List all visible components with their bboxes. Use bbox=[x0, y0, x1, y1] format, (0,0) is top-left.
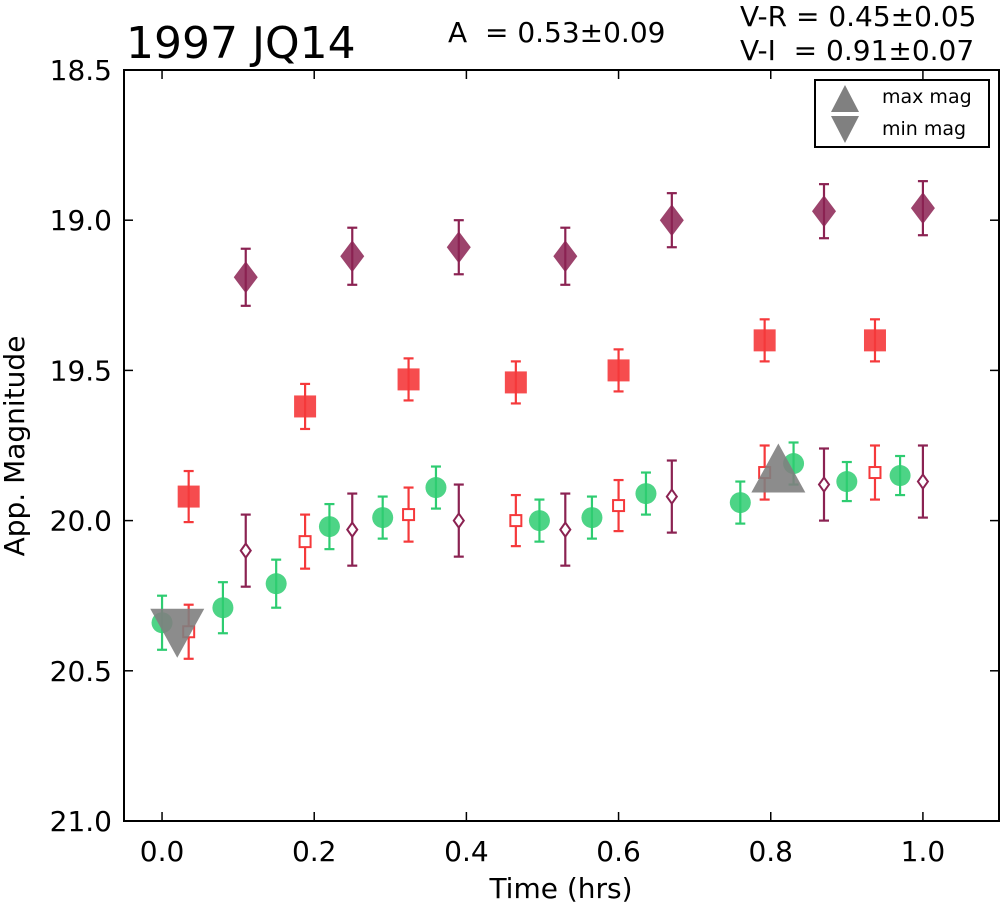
square-filled-point bbox=[504, 371, 527, 394]
diamond-filled-point bbox=[340, 240, 365, 273]
square-filled-point bbox=[177, 485, 200, 508]
data-marks bbox=[150, 180, 935, 660]
diamond-open-point bbox=[559, 520, 572, 539]
circle-filled-point bbox=[635, 483, 657, 505]
circle-filled-point bbox=[425, 477, 447, 499]
square-filled-point bbox=[863, 329, 886, 352]
circle-filled-point bbox=[318, 516, 340, 538]
legend-max-mag-icon bbox=[831, 85, 859, 112]
diamond-filled-point bbox=[812, 195, 836, 228]
color-index-vi: V-I = 0.91±0.07 bbox=[740, 34, 974, 67]
diamond-open-point bbox=[916, 472, 930, 491]
color-index-vr: V-R = 0.45±0.05 bbox=[740, 0, 976, 33]
x-tick-label: 1.0 bbox=[901, 835, 946, 868]
legend: max mag min mag bbox=[814, 79, 990, 148]
max-mag-marker bbox=[751, 443, 806, 493]
diamond-filled-point bbox=[233, 261, 258, 294]
diamond-open-point bbox=[665, 487, 679, 506]
square-filled-point bbox=[397, 368, 420, 391]
y-axis-label: App. Magnitude bbox=[0, 336, 31, 557]
circle-filled-point bbox=[581, 507, 603, 529]
y-tick-label: 19.0 bbox=[50, 204, 112, 237]
circle-filled-point bbox=[372, 507, 394, 529]
legend-min-mag-label: min mag bbox=[882, 118, 966, 140]
diamond-open-point bbox=[452, 511, 466, 530]
y-tick-label: 18.5 bbox=[50, 54, 112, 87]
diamond-open-point bbox=[346, 520, 359, 539]
square-filled-point bbox=[294, 395, 317, 418]
circle-filled-point bbox=[528, 510, 550, 532]
circle-filled-point bbox=[212, 597, 234, 619]
x-tick-label: 0.0 bbox=[140, 835, 185, 868]
circle-filled-point bbox=[265, 573, 287, 595]
y-tick-label: 21.0 bbox=[50, 805, 112, 838]
diamond-filled-point bbox=[446, 231, 471, 264]
square-open-point bbox=[298, 535, 312, 549]
x-tick-label: 0.4 bbox=[444, 835, 489, 868]
y-tick-label: 20.5 bbox=[50, 655, 112, 688]
diamond-open-point bbox=[817, 475, 831, 494]
y-tick-label: 19.5 bbox=[50, 354, 112, 387]
diamond-open-point bbox=[239, 541, 252, 560]
square-filled-point bbox=[753, 329, 776, 352]
legend-max-mag-label: max mag bbox=[882, 86, 972, 108]
square-open-point bbox=[612, 499, 626, 513]
legend-min-mag-icon bbox=[831, 116, 859, 143]
circle-filled-point bbox=[836, 471, 858, 493]
axis-ticks: 0.0 0.2 0.4 0.6 0.8 1.0 18.5 19.0 19.5 20.0 20.5 21… bbox=[50, 54, 999, 868]
square-filled-point bbox=[607, 359, 630, 382]
square-open-point bbox=[402, 508, 416, 522]
x-tick-label: 0.2 bbox=[292, 835, 337, 868]
x-axis-label: Time (hrs) bbox=[488, 872, 632, 904]
y-tick-label: 20.0 bbox=[50, 505, 112, 538]
square-open-point bbox=[509, 514, 523, 528]
diamond-filled-point bbox=[553, 240, 578, 273]
chart-title: 1997 JQ14 bbox=[126, 18, 356, 69]
diamond-filled-point bbox=[910, 192, 935, 225]
plot-frame bbox=[123, 69, 1000, 822]
square-open-point bbox=[868, 466, 882, 480]
min-mag-marker bbox=[150, 608, 205, 658]
circle-filled-point bbox=[889, 465, 911, 487]
amplitude-label: A = 0.53±0.09 bbox=[448, 16, 665, 49]
x-tick-label: 0.6 bbox=[596, 835, 641, 868]
diamond-filled-point bbox=[659, 204, 684, 237]
x-tick-label: 0.8 bbox=[748, 835, 793, 868]
circle-filled-point bbox=[729, 492, 751, 514]
